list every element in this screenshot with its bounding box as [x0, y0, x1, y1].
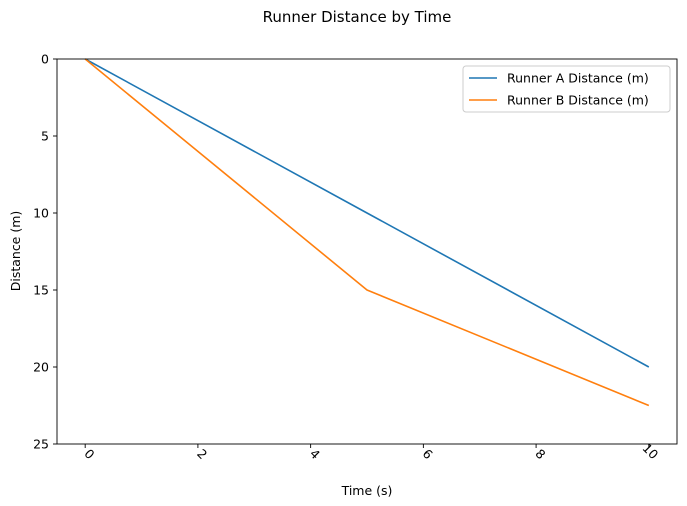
y-tick-label: 10: [33, 206, 49, 221]
plot-area: [56, 58, 678, 445]
series-line-2: [84, 58, 650, 407]
y-tick-label: 20: [33, 360, 49, 375]
legend-label-2: Runner B Distance (m): [507, 93, 649, 108]
y-tick-label: 15: [33, 283, 49, 298]
y-tick-label: 25: [33, 437, 49, 452]
y-tick-label: 0: [41, 52, 49, 67]
chart-title: Runner Distance by Time: [263, 8, 452, 26]
series-line-1: [84, 58, 650, 368]
legend-label-1: Runner A Distance (m): [507, 71, 649, 86]
y-axis-label: Distance (m): [8, 211, 23, 292]
y-axis: 0 5 10 15 20 25: [33, 52, 57, 452]
plot-frame: [56, 58, 678, 445]
legend-box: [462, 65, 671, 113]
y-tick-label: 5: [41, 129, 49, 144]
x-axis-label: Time (s): [341, 483, 393, 498]
legend: Runner A Distance (m) Runner B Distance (…: [462, 65, 671, 113]
